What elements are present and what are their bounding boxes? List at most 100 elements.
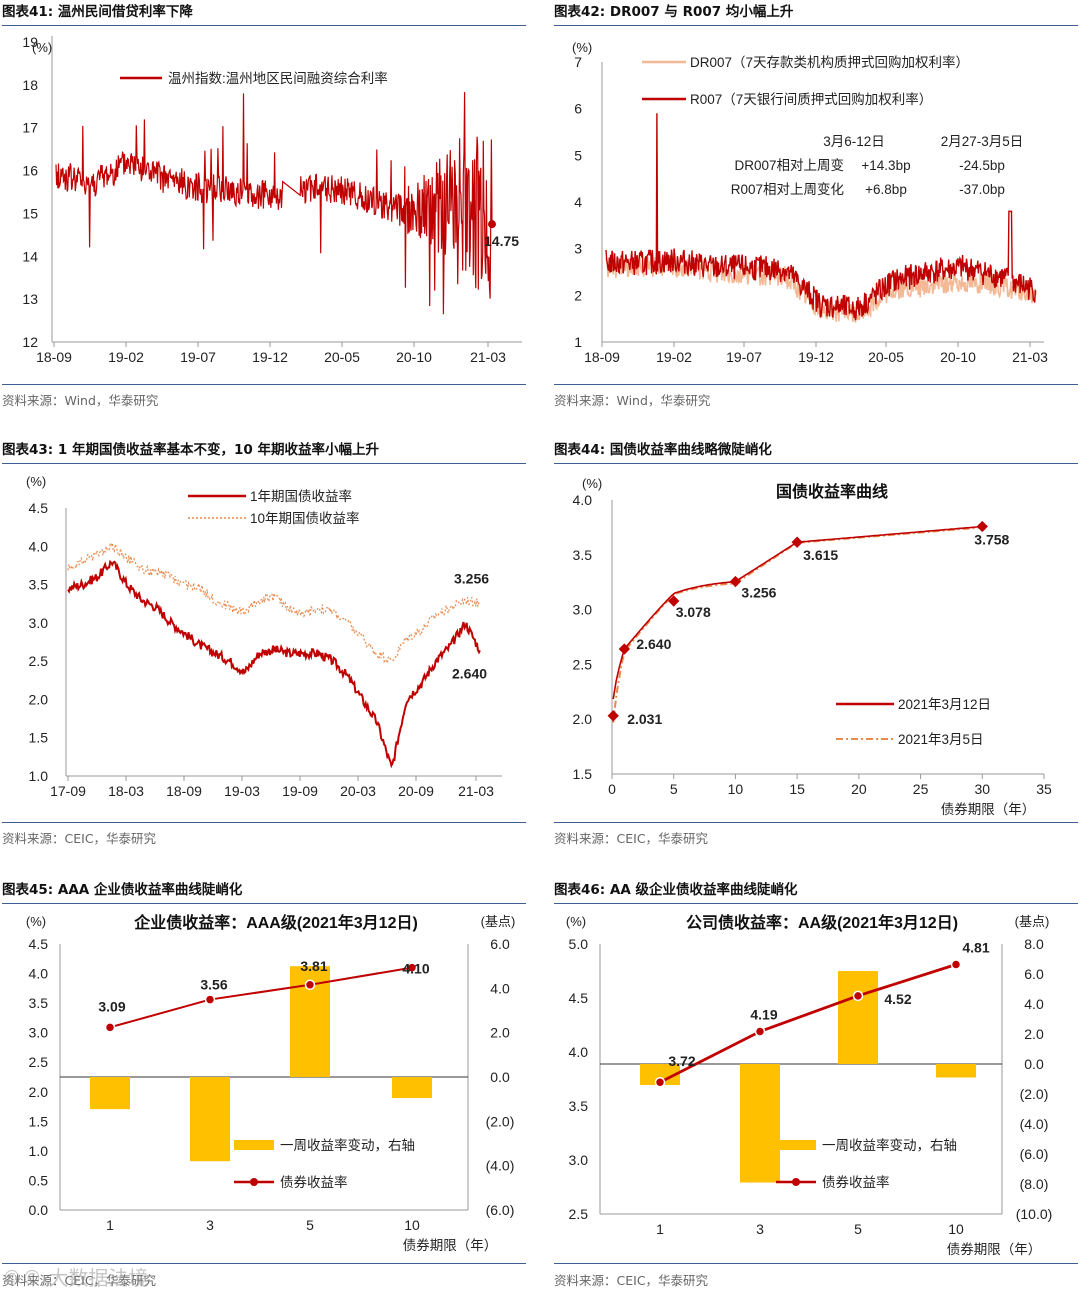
y-tick-label-right: 2.0 (1024, 1026, 1044, 1042)
x-axis-title: 债券期限（年） (403, 1238, 498, 1253)
x-tick-label: 25 (913, 781, 929, 797)
y-tick-label: 7 (574, 54, 582, 70)
x-tick-label: 20-03 (340, 783, 376, 799)
data-point-marker (304, 979, 316, 991)
legend-label: 一周收益率变动，右轴 (280, 1137, 415, 1153)
source-rule (2, 1263, 526, 1264)
chart-title: 图表41: 温州民间借贷利率下降 (2, 4, 193, 20)
y-unit: (%) (572, 40, 592, 55)
x-tick-label: 18-09 (166, 783, 202, 799)
data-point-marker (406, 962, 418, 973)
title-rule (2, 463, 526, 464)
inner-title: 企业债收益率：AAA级(2021年3月12日) (133, 913, 418, 932)
y-tick-label-left: 2.5 (569, 1206, 589, 1222)
data-label: 3.615 (803, 547, 838, 563)
x-tick-label: 17-09 (50, 783, 86, 799)
y-tick-label: 4 (574, 194, 582, 210)
series-line-dr007 (605, 248, 1037, 323)
table-value: +6.8bp (865, 182, 907, 197)
legend-label: 一周收益率变动，右轴 (822, 1137, 957, 1153)
y-tick-label-right: 6.0 (490, 936, 510, 952)
x-tick-label: 18-09 (584, 349, 620, 365)
x-tick-label: 19-12 (252, 349, 288, 365)
legend-label: 债券收益率 (280, 1174, 348, 1190)
title-rule (2, 903, 526, 904)
data-point-marker (104, 1022, 116, 1033)
y-unit: (%) (26, 474, 46, 489)
data-label: 14.75 (484, 233, 519, 249)
series-line-wenzhou (55, 92, 493, 315)
y-tick-label: 1.5 (573, 766, 593, 782)
x-tick-label: 19-02 (656, 349, 692, 365)
y-tick-label: 3.0 (29, 615, 49, 631)
data-label: 3.81 (300, 958, 327, 974)
y-tick-label-right: (6.0) (1020, 1146, 1049, 1162)
y-tick-label-left: 0.0 (29, 1202, 49, 1218)
y-tick-label-left: 3.0 (29, 1025, 49, 1041)
title-rule (554, 463, 1078, 464)
legend-label: 10年期国债收益率 (250, 510, 360, 526)
y-tick-label: 3.5 (573, 547, 593, 563)
x-tick-label: 21-03 (458, 783, 494, 799)
chart-title: 图表42: DR007 与 R007 均小幅上升 (554, 4, 794, 20)
x-tick-label: 20 (851, 781, 867, 797)
chart-svg: (%) 1 2 3 4 5 6 7 18-09 19-02 19-07 19-12 20-05 20-10… (572, 40, 1048, 365)
data-point-marker (754, 1026, 766, 1037)
y-tick-label-left: 4.5 (29, 936, 49, 952)
y-tick-label-right: 0.0 (490, 1069, 510, 1085)
y-tick-label-left: 4.5 (569, 990, 589, 1006)
chart-panel-c42: 图表42: DR007 与 R007 均小幅上升 资料来源：Wind，华泰研究 (%… (554, 0, 1078, 412)
x-tick-label: 5 (670, 781, 678, 797)
y-tick-label-right: (2.0) (486, 1113, 515, 1129)
table-value: -24.5bp (959, 158, 1005, 173)
title-rule (2, 25, 526, 26)
x-tick-label: 10 (728, 781, 744, 797)
y-tick-label-right: 8.0 (1024, 936, 1044, 952)
x-tick-label: 15 (789, 781, 805, 797)
x-tick-label: 19-02 (108, 349, 144, 365)
y-tick-label: 6 (574, 101, 582, 117)
y-tick-label: 18 (22, 77, 38, 93)
x-tick-label: 19-09 (282, 783, 318, 799)
chart-panel-c43: 图表43: 1 年期国债收益率基本不变，10 年期收益率小幅上升 资料来源：CEI… (2, 438, 526, 850)
data-label: 3.09 (98, 998, 125, 1014)
x-tick-label: 0 (608, 781, 616, 797)
series-line-10y (67, 542, 481, 665)
x-tick-label: 3 (756, 1221, 764, 1237)
chart-svg: (%) 1.5 2.0 2.5 3.0 3.5 4.0 0 5 10 15 20 25 30 35债券期限（… (573, 476, 1052, 817)
legend-label: 温州指数:温州地区民间融资综合利率 (168, 70, 388, 86)
x-tick-label: 30 (974, 781, 990, 797)
source-rule (554, 822, 1078, 823)
y-tick-label-right: (2.0) (1020, 1086, 1049, 1102)
x-tick-label: 10 (404, 1217, 420, 1233)
bar (392, 1077, 432, 1099)
y-tick-label: 15 (22, 205, 38, 221)
chart-source: 资料来源：CEIC，华泰研究 (2, 831, 157, 846)
bar (936, 1064, 976, 1078)
series-line-1y (67, 559, 481, 769)
series-line-yield (109, 966, 413, 1029)
x-tick-label: 5 (306, 1217, 314, 1233)
legend-label: 债券收益率 (822, 1174, 890, 1190)
y-tick-label-left: 3.0 (569, 1152, 589, 1168)
chart-title: 图表43: 1 年期国债收益率基本不变，10 年期收益率小幅上升 (2, 442, 379, 458)
end-point (488, 220, 496, 229)
y-tick-label-right: 6.0 (1024, 966, 1044, 982)
source-rule (2, 822, 526, 823)
data-point-marker (607, 710, 619, 722)
chart-title: 图表46: AA 级企业债收益率曲线陡峭化 (554, 882, 798, 898)
data-point-marker (950, 959, 962, 970)
x-tick-label: 20-05 (324, 349, 360, 365)
data-label: 2.640 (636, 636, 671, 652)
title-rule (554, 903, 1078, 904)
y-tick-label-left: 1.5 (29, 1113, 49, 1129)
legend-label: R007（7天银行间质押式回购加权利率） (690, 91, 932, 107)
watermark: ©© 大数据法境 (2, 1266, 149, 1290)
y-tick-label-left: 5.0 (569, 936, 589, 952)
y-unit-right: (基点) (1015, 914, 1050, 929)
y-tick-label: 14 (22, 248, 38, 264)
x-tick-label: 19-07 (726, 349, 762, 365)
table-row-label: R007相对上周变化 (731, 182, 844, 197)
x-tick-label: 20-10 (940, 349, 976, 365)
